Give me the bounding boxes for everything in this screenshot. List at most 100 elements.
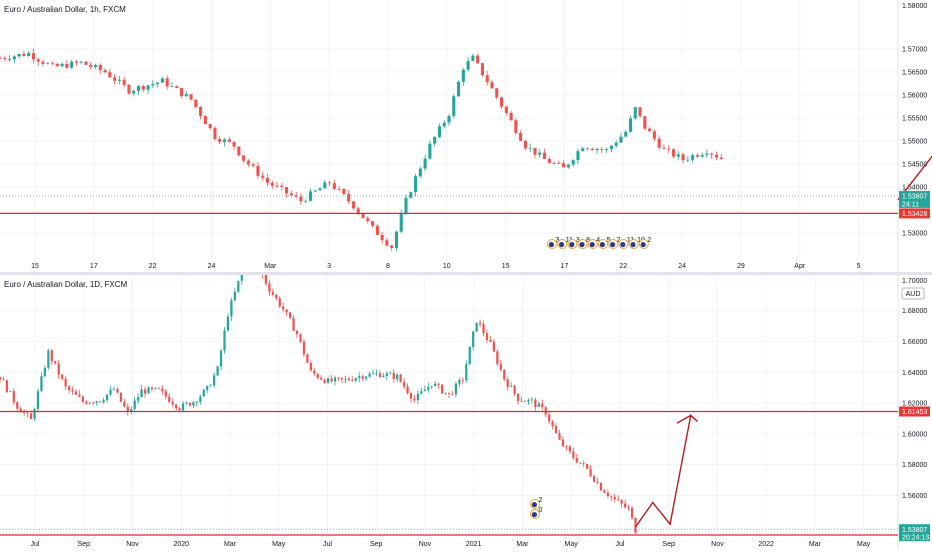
candle-down xyxy=(3,58,7,60)
x-tick-label: 17 xyxy=(561,263,569,270)
event-marker-count: 3 xyxy=(556,237,560,244)
candle-up xyxy=(344,378,347,380)
candle-down xyxy=(541,403,544,408)
candle-down xyxy=(610,496,613,497)
level-price-tag xyxy=(899,406,930,417)
x-tick-label: Nov xyxy=(419,541,432,548)
flag-icon xyxy=(559,242,565,248)
candle-up xyxy=(628,118,633,132)
y-tick-label: 1.53000 xyxy=(902,231,927,238)
candle-up xyxy=(537,403,540,407)
candle-down xyxy=(366,218,370,222)
candle-up xyxy=(471,55,475,61)
candle-up xyxy=(354,378,357,381)
candle-down xyxy=(634,517,637,533)
candle-up xyxy=(154,387,157,389)
candle-down xyxy=(561,439,565,447)
candle-down xyxy=(89,64,93,67)
candle-down xyxy=(81,396,85,402)
y-tick-label: 1.70000 xyxy=(902,278,927,285)
candle-up xyxy=(105,394,109,401)
projection-path[interactable] xyxy=(634,414,699,528)
candle-down xyxy=(485,75,489,83)
candle-up xyxy=(102,400,105,403)
flag-icon xyxy=(579,242,585,248)
x-tick-label: 3 xyxy=(327,263,331,270)
x-tick-label: 29 xyxy=(737,263,745,270)
candle-down xyxy=(342,188,346,195)
x-tick-label: 2020 xyxy=(173,541,189,548)
candle-down xyxy=(478,322,482,325)
projection-path[interactable] xyxy=(897,7,932,201)
y-tick-label: 1.66000 xyxy=(902,339,927,346)
candle-down xyxy=(402,381,406,387)
candle-down xyxy=(461,379,464,381)
daily-chart-panel[interactable]: 1.68000 1.66000 1.64000 1.62000 1.60000 1.580… xyxy=(0,256,932,550)
candle-up xyxy=(137,397,140,401)
y-tick-label: 1.58000 xyxy=(902,3,927,10)
candle-up xyxy=(304,200,308,202)
event-marker-count: 8 xyxy=(586,237,590,244)
currency-box[interactable] xyxy=(901,287,925,300)
candle-down xyxy=(504,106,508,113)
candle-down xyxy=(514,120,518,133)
candle-down xyxy=(554,426,558,434)
candle-down xyxy=(585,148,590,150)
candle-down xyxy=(22,53,26,57)
y-tick-label: 1.54500 xyxy=(902,162,927,169)
candle-down xyxy=(294,195,298,197)
candle-up xyxy=(216,366,219,376)
candle-down xyxy=(264,274,268,284)
y-tick-label: 1.64000 xyxy=(902,370,927,377)
x-tick-label: Mar xyxy=(809,541,822,548)
candle-down xyxy=(495,88,499,98)
candle-down xyxy=(302,341,306,355)
candle-up xyxy=(371,373,375,375)
candle-up xyxy=(47,350,50,369)
hourly-chart[interactable]: 1.57000 1.56500 1.56000 1.55500 1.55000 1.545… xyxy=(0,0,932,272)
chart-title: Euro / Australian Dollar, 1h, FXCM xyxy=(4,5,126,14)
candle-up xyxy=(140,389,143,398)
candle-down xyxy=(562,163,566,168)
candle-down xyxy=(330,378,333,382)
y-tick-label: 1.60000 xyxy=(902,431,927,438)
x-tick-label: May xyxy=(565,541,579,548)
flag-icon xyxy=(569,242,575,248)
candle-down xyxy=(667,148,671,150)
candle-up xyxy=(323,182,327,189)
candle-down xyxy=(551,421,554,427)
x-tick-label: 5 xyxy=(857,263,861,270)
flag-icon xyxy=(610,242,616,248)
candle-up xyxy=(79,61,83,63)
panel-divider[interactable] xyxy=(0,272,932,275)
x-tick-label: May xyxy=(857,541,871,548)
candle-down xyxy=(440,384,444,394)
candle-up xyxy=(130,409,133,412)
candle-up xyxy=(27,53,31,57)
y-tick-label: 1.58000 xyxy=(902,462,927,469)
hourly-chart-panel[interactable]: 1.57000 1.56500 1.56000 1.55500 1.55000 1.545… xyxy=(0,0,932,272)
daily-chart[interactable]: 1.68000 1.66000 1.64000 1.62000 1.60000 1.580… xyxy=(0,256,932,550)
candle-down xyxy=(547,158,551,164)
x-tick-label: 8 xyxy=(386,263,390,270)
last-price-label: 1.53807 xyxy=(902,194,927,201)
candle-down xyxy=(490,82,494,89)
candle-down xyxy=(606,492,609,497)
candle-down xyxy=(265,177,270,183)
candle-down xyxy=(356,208,360,213)
candle-down xyxy=(85,401,88,404)
candle-down xyxy=(2,379,5,381)
candle-down xyxy=(323,379,326,383)
candle-down xyxy=(251,164,255,166)
candle-up xyxy=(576,151,580,161)
candle-up xyxy=(510,385,513,387)
candle-down xyxy=(695,155,699,157)
candle-down xyxy=(285,187,289,194)
candle-up xyxy=(43,368,47,377)
candle-down xyxy=(499,363,502,370)
candle-down xyxy=(113,77,117,81)
level-price-label: 1.61453 xyxy=(902,409,927,416)
event-marker-count: 5 xyxy=(607,237,611,244)
candle-down xyxy=(332,183,336,189)
candle-down xyxy=(476,55,480,64)
